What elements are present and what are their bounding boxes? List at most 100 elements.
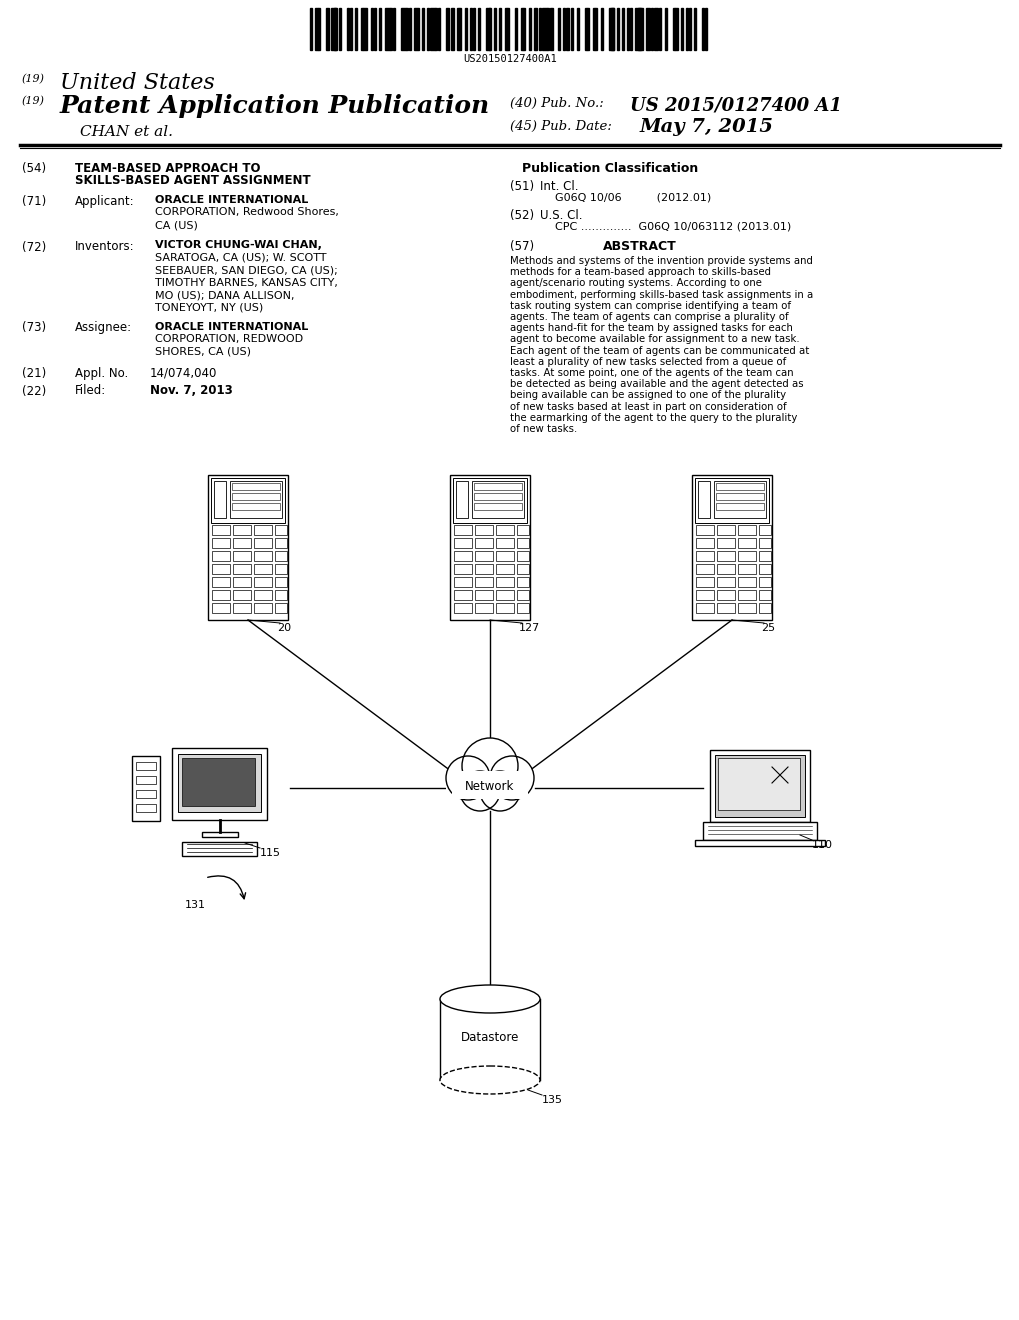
Bar	[517, 590, 529, 601]
Text: (71): (71)	[22, 195, 46, 209]
Bar	[435, 8, 437, 50]
Bar	[275, 564, 286, 574]
Bar	[715, 503, 763, 510]
Text: 110: 110	[811, 840, 833, 850]
Text: (73): (73)	[22, 322, 46, 334]
Text: SARATOGA, CA (US); W. SCOTT: SARATOGA, CA (US); W. SCOTT	[155, 253, 326, 263]
Bar	[232, 577, 251, 587]
Bar	[758, 577, 770, 587]
Bar	[566, 8, 569, 50]
Bar	[541, 8, 547, 50]
Bar	[475, 577, 492, 587]
Bar	[212, 603, 229, 612]
Bar	[475, 550, 492, 561]
Bar	[452, 478, 527, 523]
Text: Each agent of the team of agents can be communicated at: Each agent of the team of agents can be …	[510, 346, 809, 355]
Text: Publication Classification: Publication Classification	[522, 162, 697, 176]
Bar	[495, 525, 514, 535]
Text: ABSTRACT: ABSTRACT	[602, 240, 677, 253]
Text: the earmarking of the agent to the query to the plurality: the earmarking of the agent to the query…	[510, 413, 797, 422]
Bar	[715, 483, 763, 490]
Bar	[695, 564, 713, 574]
Bar	[212, 590, 229, 601]
Bar	[212, 564, 229, 574]
Text: TIMOTHY BARNES, KANSAS CITY,: TIMOTHY BARNES, KANSAS CITY,	[155, 279, 337, 288]
Bar	[137, 762, 156, 770]
Text: (19): (19)	[22, 96, 45, 107]
Bar	[275, 577, 286, 587]
Bar	[475, 539, 492, 548]
Bar	[437, 8, 440, 50]
Text: G06Q 10/06          (2012.01): G06Q 10/06 (2012.01)	[554, 193, 710, 202]
Bar	[231, 483, 280, 490]
Bar	[686, 8, 687, 50]
Text: Applicant:: Applicant:	[75, 195, 135, 209]
Bar	[406, 8, 408, 50]
Bar	[472, 8, 474, 50]
Bar	[254, 577, 272, 587]
Bar	[584, 8, 586, 50]
Text: agent to become available for assignment to a new task.: agent to become available for assignment…	[510, 334, 799, 345]
FancyArrowPatch shape	[208, 876, 246, 899]
Text: Int. Cl.: Int. Cl.	[539, 180, 578, 193]
Bar	[470, 8, 472, 50]
Text: embodiment, performing skills-based task assignments in a: embodiment, performing skills-based task…	[510, 289, 812, 300]
Bar	[231, 503, 280, 510]
Text: CHAN et al.: CHAN et al.	[79, 125, 173, 139]
Circle shape	[480, 771, 520, 810]
Text: (57): (57)	[510, 240, 534, 253]
Bar	[409, 8, 411, 50]
Bar	[453, 564, 472, 574]
Bar	[517, 564, 529, 574]
Bar	[704, 8, 706, 50]
Bar	[738, 564, 755, 574]
Bar	[680, 8, 682, 50]
Bar	[449, 475, 530, 620]
Bar	[439, 999, 539, 1080]
Bar	[738, 590, 755, 601]
Bar	[392, 8, 394, 50]
Text: US20150127400A1: US20150127400A1	[463, 54, 556, 63]
Bar	[459, 8, 461, 50]
Bar	[716, 539, 735, 548]
Bar	[478, 8, 480, 50]
Bar	[539, 8, 541, 50]
Bar	[714, 755, 804, 817]
Bar	[758, 603, 770, 612]
Bar	[717, 758, 799, 810]
Bar	[672, 8, 675, 50]
Bar	[450, 8, 453, 50]
Bar	[275, 550, 286, 561]
Bar	[339, 8, 341, 50]
Bar	[414, 8, 419, 50]
Text: tasks. At some point, one of the agents of the team can: tasks. At some point, one of the agents …	[510, 368, 793, 378]
Text: Assignee:: Assignee:	[75, 322, 132, 334]
Text: Datastore: Datastore	[461, 1031, 519, 1044]
Bar	[499, 8, 501, 50]
Bar	[384, 8, 389, 50]
Bar	[549, 8, 552, 50]
Bar	[701, 8, 703, 50]
Bar	[275, 590, 286, 601]
Bar	[547, 8, 548, 50]
Bar	[182, 758, 255, 807]
Text: ORACLE INTERNATIONAL: ORACLE INTERNATIONAL	[155, 322, 308, 331]
Bar	[453, 577, 472, 587]
Bar	[254, 590, 272, 601]
Bar	[715, 492, 763, 500]
Bar	[702, 822, 816, 840]
Ellipse shape	[439, 985, 539, 1012]
Bar	[495, 564, 514, 574]
Bar	[664, 8, 666, 50]
Bar	[137, 776, 156, 784]
Text: TONEYOYT, NY (US): TONEYOYT, NY (US)	[155, 304, 263, 313]
Bar	[465, 8, 467, 50]
Bar	[635, 8, 640, 50]
Bar	[738, 550, 755, 561]
Bar	[523, 8, 525, 50]
Bar	[716, 577, 735, 587]
Bar	[232, 603, 251, 612]
Bar	[182, 842, 257, 855]
Bar	[695, 590, 713, 601]
Text: CORPORATION, Redwood Shores,: CORPORATION, Redwood Shores,	[155, 207, 338, 218]
